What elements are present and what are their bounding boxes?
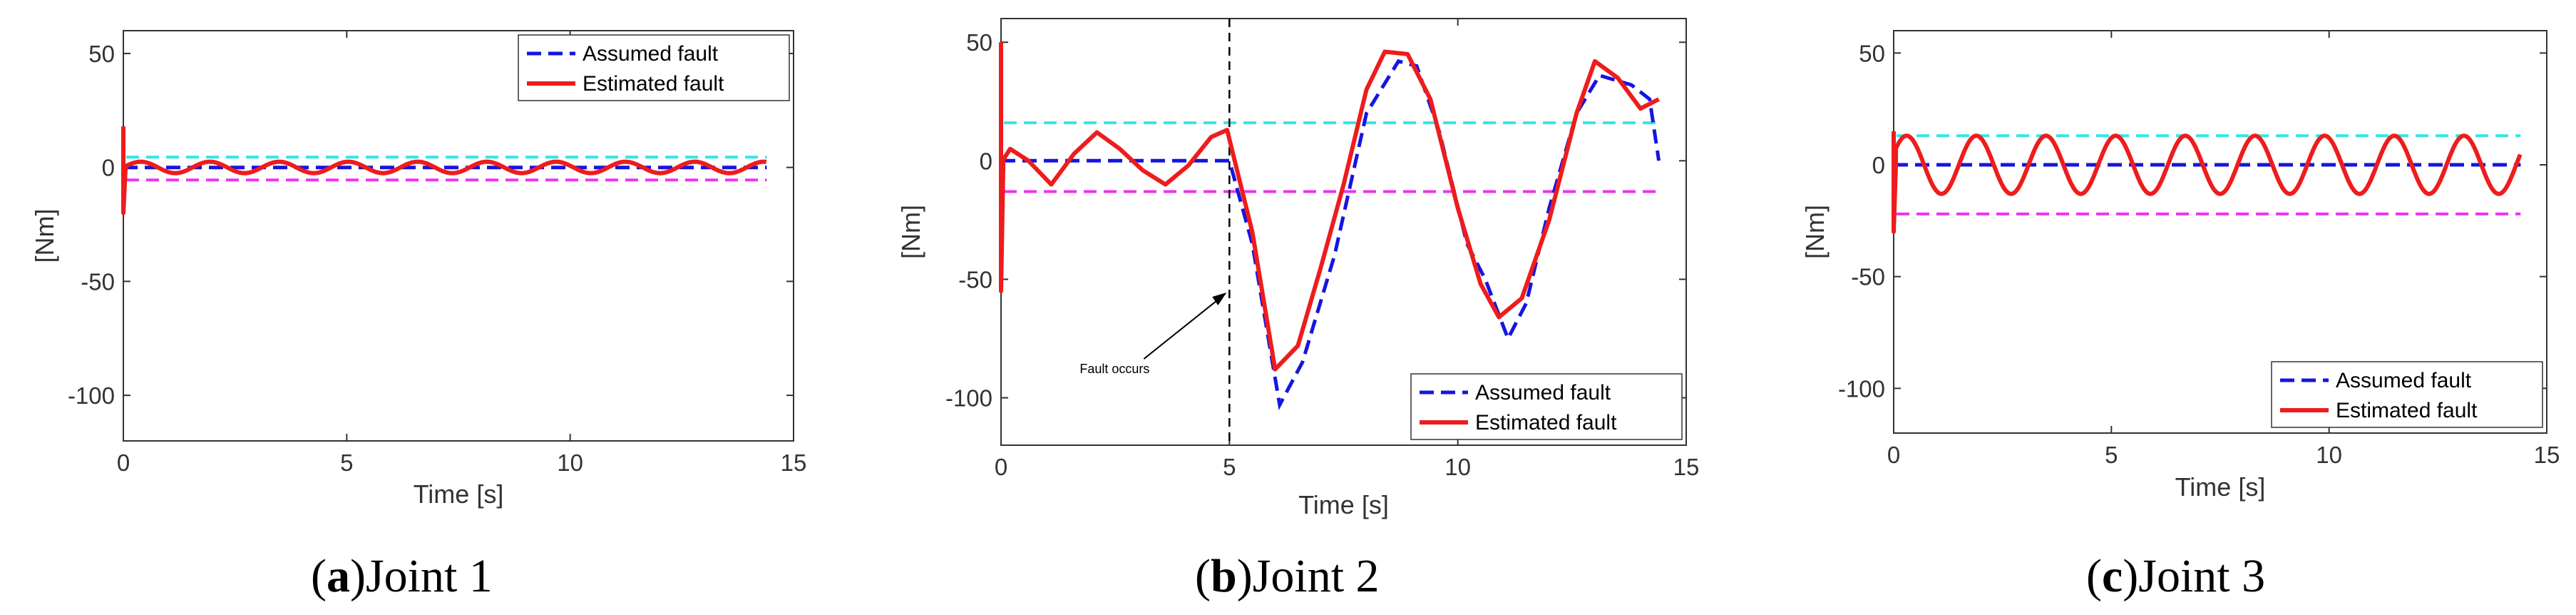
x-tick-label: 15 xyxy=(2534,442,2560,468)
axes-box-a xyxy=(123,30,794,442)
y-tick-label: 50 xyxy=(88,41,115,67)
y-tick-label: -100 xyxy=(1838,375,1885,402)
estimated-fault-line xyxy=(1892,131,2523,234)
x-tick-label: 5 xyxy=(2105,442,2118,468)
annotation-text: Fault occurs xyxy=(1079,362,1149,376)
annotation-arrow xyxy=(1143,293,1226,360)
y-tick-label: -100 xyxy=(945,385,992,412)
caption-c-letter: c xyxy=(2101,550,2123,602)
legend-b: Assumed fault Estimated fault xyxy=(1410,373,1683,440)
x-tick-label: 15 xyxy=(1673,454,1700,480)
legend-a: Assumed fault Estimated fault xyxy=(518,34,790,101)
x-axis-label: Time [s] xyxy=(1298,490,1389,519)
y-axis-label: [Nm] xyxy=(1800,205,1830,259)
estimated-fault-line xyxy=(999,42,1660,372)
y-tick-label: 50 xyxy=(966,29,992,56)
caption-c: (c)Joint 3 xyxy=(2086,550,2266,602)
legend-label-assumed: Assumed fault xyxy=(583,42,719,66)
legend-label-estimated: Estimated fault xyxy=(583,72,724,96)
chart-b: 0 5 10 15 50 0 -50 -100 Time [s] [Nm] Fault occurs… xyxy=(896,18,1700,519)
legend-box xyxy=(2271,361,2543,428)
x-tick-label: 5 xyxy=(340,449,353,476)
legend-box xyxy=(1410,373,1683,440)
legend-label-estimated: Estimated fault xyxy=(1475,411,1617,434)
y-axis-label: [Nm] xyxy=(896,205,925,259)
legend-label-assumed: Assumed fault xyxy=(2336,369,2472,392)
x-tick-label: 0 xyxy=(995,454,1007,480)
x-tick-label: 0 xyxy=(1887,442,1900,468)
y-tick-label: -50 xyxy=(958,266,992,293)
caption-a-letter: a xyxy=(326,550,350,602)
x-tick-label: 5 xyxy=(1223,454,1236,480)
caption-a: (a)Joint 1 xyxy=(311,550,493,602)
x-tick-label: 10 xyxy=(1444,454,1471,480)
y-tick-label: 50 xyxy=(1859,40,1885,66)
x-tick-label: 10 xyxy=(2316,442,2342,468)
caption-c-text: Joint 3 xyxy=(2138,550,2266,602)
x-axis-label: Time [s] xyxy=(414,479,504,509)
y-tick-label: -50 xyxy=(1851,264,1885,290)
y-tick-label: -50 xyxy=(81,268,115,295)
chart-c: 0 5 10 15 50 0 -50 -100 Time [s] [Nm] Assumed faul… xyxy=(1800,30,2560,502)
legend-label-assumed: Assumed fault xyxy=(1475,381,1611,405)
estimated-fault-line xyxy=(121,126,768,215)
annotation-arrowhead xyxy=(1212,293,1227,306)
caption-b: (b)Joint 2 xyxy=(1195,550,1380,602)
x-tick-label: 10 xyxy=(557,449,583,476)
y-tick-label: 0 xyxy=(102,155,115,181)
x-tick-label: 15 xyxy=(781,449,807,476)
y-tick-label: 0 xyxy=(980,148,992,174)
caption-b-letter: b xyxy=(1210,550,1237,602)
caption-a-text: Joint 1 xyxy=(365,550,493,602)
x-tick-label: 0 xyxy=(117,449,130,476)
legend-label-estimated: Estimated fault xyxy=(2336,399,2478,422)
y-tick-label: -100 xyxy=(68,382,115,409)
legend-c: Assumed fault Estimated fault xyxy=(2271,361,2543,428)
y-tick-label: 0 xyxy=(1872,152,1885,178)
legend-box xyxy=(518,34,790,101)
caption-b-text: Joint 2 xyxy=(1252,550,1380,602)
y-axis-label: [Nm] xyxy=(30,209,59,263)
x-axis-label: Time [s] xyxy=(2175,472,2266,502)
chart-a: 0 5 10 15 50 0 -50 -100 Time [s] [Nm] Assumed faul… xyxy=(30,30,807,509)
